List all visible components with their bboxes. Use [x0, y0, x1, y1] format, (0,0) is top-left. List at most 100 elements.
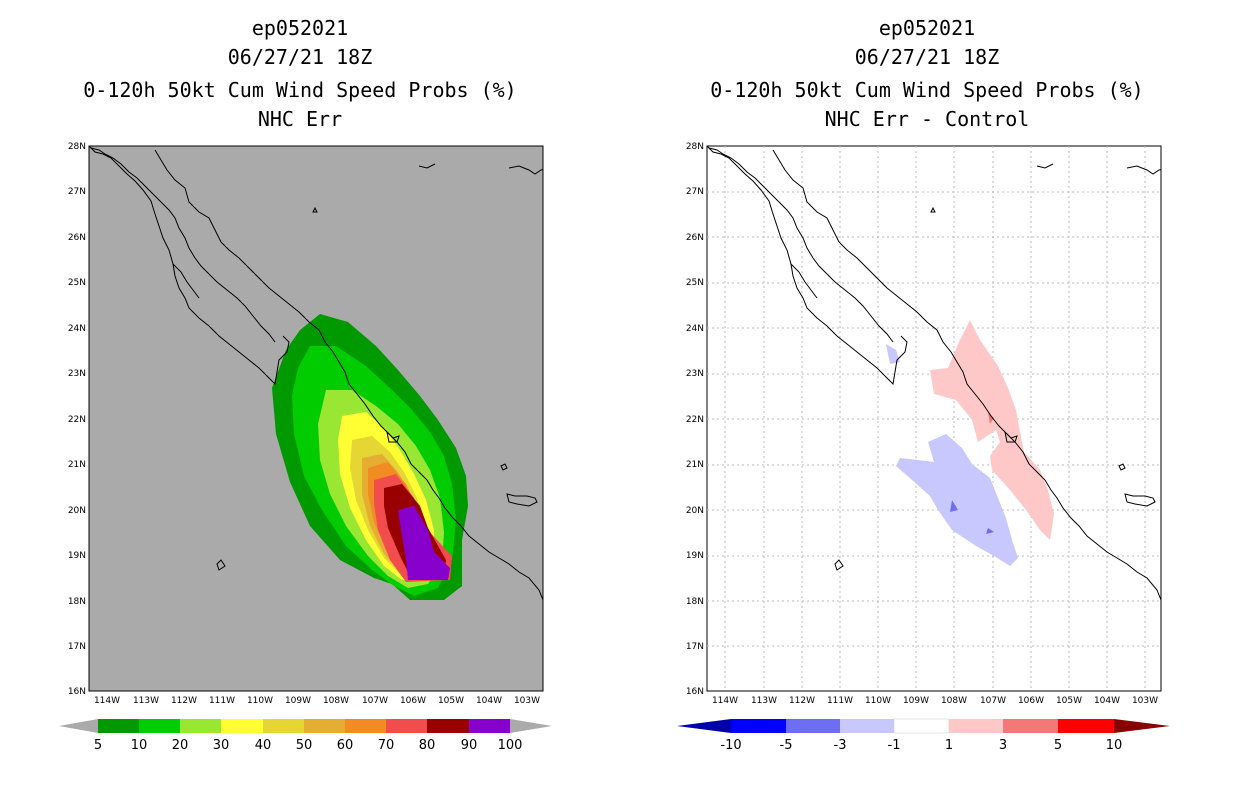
right-cb-swatch-4: [949, 719, 1003, 733]
left-cb-swatch-5: [304, 719, 345, 733]
left-lon-109w: 109W: [285, 696, 311, 706]
left-cb-label-90: 90: [461, 738, 478, 753]
left-lat-16n: 16N: [68, 687, 86, 697]
left-lat-17n: 17N: [68, 642, 86, 652]
left-cb-label-50: 50: [296, 738, 313, 753]
right-colorbar-under: [677, 719, 731, 733]
left-cb-swatch-7: [386, 719, 427, 733]
right-lon-113w: 113W: [751, 696, 777, 706]
left-cb-swatch-4: [263, 719, 304, 733]
right-lat-17n: 17N: [686, 642, 704, 652]
right-cb-label-3: 3: [999, 738, 1007, 753]
left-cb-label-60: 60: [337, 738, 354, 753]
left-cb-label-10: 10: [131, 738, 148, 753]
left-subtitle: NHC Err: [257, 107, 343, 131]
left-cb-swatch-6: [345, 719, 386, 733]
right-cb-swatch-6: [1058, 719, 1114, 733]
right-lon-114w: 114W: [712, 696, 738, 706]
left-lat-27n: 27N: [68, 187, 86, 197]
left-cb-swatch-2: [180, 719, 221, 733]
right-cb-label-1: 1: [945, 738, 953, 753]
right-lon-110w: 110W: [865, 696, 891, 706]
right-lon-106w: 106W: [1018, 696, 1044, 706]
left-lat-labels: 28N 27N 26N 25N 24N 23N 22N 21N 20N 19N …: [68, 142, 86, 697]
right-lon-103w: 103W: [1132, 696, 1158, 706]
left-lat-28n: 28N: [68, 142, 86, 152]
right-cb-swatch-0: [731, 719, 786, 733]
left-lon-108w: 108W: [323, 696, 349, 706]
left-lon-110w: 110W: [247, 696, 273, 706]
left-lon-111w: 111W: [209, 696, 235, 706]
right-cb-label-neg1: -1: [888, 738, 901, 753]
right-lat-18n: 18N: [686, 597, 704, 607]
right-lon-105w: 105W: [1056, 696, 1082, 706]
right-lat-21n: 21N: [686, 460, 704, 470]
left-colorbar-under: [59, 719, 98, 733]
left-lat-18n: 18N: [68, 597, 86, 607]
left-lon-114w: 114W: [94, 696, 120, 706]
right-lat-25n: 25N: [686, 278, 704, 288]
contour-pos-1-3: [930, 320, 1054, 540]
left-map: 28N 27N 26N 25N 24N 23N 22N 21N 20N 19N …: [68, 142, 544, 706]
right-cb-swatch-1: [786, 719, 840, 733]
right-colorbar-over: [1114, 719, 1170, 733]
right-lat-23n: 23N: [686, 369, 704, 379]
left-cb-swatch-8: [427, 719, 469, 733]
left-cb-label-30: 30: [213, 738, 230, 753]
left-cb-swatch-1: [139, 719, 180, 733]
right-lon-104w: 104W: [1094, 696, 1120, 706]
right-panel-title: ep052021 06/27/21 18Z 0-120h 50kt Cum Wi…: [657, 14, 1197, 134]
right-lon-112w: 112W: [789, 696, 815, 706]
right-lat-19n: 19N: [686, 551, 704, 561]
right-difference-contours: [886, 320, 1054, 566]
right-lat-26n: 26N: [686, 233, 704, 243]
contour-pos-3-5: [988, 412, 994, 424]
left-lat-21n: 21N: [68, 460, 86, 470]
left-cb-label-5: 5: [94, 738, 102, 753]
left-cb-label-70: 70: [378, 738, 395, 753]
left-lat-25n: 25N: [68, 278, 86, 288]
right-storm-id: ep052021: [878, 16, 976, 40]
right-map: 28N 27N 26N 25N 24N 23N 22N 21N 20N 19N …: [686, 142, 1162, 706]
right-lat-16n: 16N: [686, 687, 704, 697]
right-subtitle: NHC Err - Control: [824, 107, 1030, 131]
left-lat-22n: 22N: [68, 415, 86, 425]
left-lat-24n: 24N: [68, 324, 86, 334]
left-product-title: 0-120h 50kt Cum Wind Speed Probs (%): [83, 78, 517, 102]
left-lat-19n: 19N: [68, 551, 86, 561]
right-colorbar: -10 -5 -3 -1 1 3 5 10: [677, 718, 1170, 753]
left-colorbar-over: [510, 719, 552, 733]
left-cb-label-20: 20: [172, 738, 189, 753]
right-datetime: 06/27/21 18Z: [854, 45, 1000, 69]
right-cb-label-5: 5: [1054, 738, 1062, 753]
left-datetime: 06/27/21 18Z: [227, 45, 373, 69]
left-cb-swatch-3: [221, 719, 263, 733]
right-cb-swatch-3: [893, 718, 950, 734]
right-lon-107w: 107W: [980, 696, 1006, 706]
right-lat-22n: 22N: [686, 415, 704, 425]
right-cb-label-neg10: -10: [720, 738, 741, 753]
right-lat-28n: 28N: [686, 142, 704, 152]
left-colorbar: 5 10 20 30 40 50 60 70 80 90 100: [59, 719, 552, 753]
right-cb-swatch-2: [840, 719, 894, 733]
left-lon-104w: 104W: [476, 696, 502, 706]
right-lon-108w: 108W: [941, 696, 967, 706]
right-cb-swatch-5: [1003, 719, 1058, 733]
left-lat-23n: 23N: [68, 369, 86, 379]
left-lon-107w: 107W: [362, 696, 388, 706]
right-product-title: 0-120h 50kt Cum Wind Speed Probs (%): [710, 78, 1144, 102]
contour-neg-3-5-a: [950, 500, 958, 512]
left-lat-26n: 26N: [68, 233, 86, 243]
left-lon-113w: 113W: [133, 696, 159, 706]
right-cb-label-neg5: -5: [780, 738, 793, 753]
left-lat-20n: 20N: [68, 506, 86, 516]
right-lat-24n: 24N: [686, 324, 704, 334]
right-cb-label-neg3: -3: [834, 738, 847, 753]
left-lon-103w: 103W: [514, 696, 540, 706]
right-lat-labels: 28N 27N 26N 25N 24N 23N 22N 21N 20N 19N …: [686, 142, 704, 697]
contour-neg-3-5-b: [986, 528, 994, 534]
right-lat-20n: 20N: [686, 506, 704, 516]
contour-90: [398, 506, 450, 580]
left-cb-label-80: 80: [419, 738, 436, 753]
